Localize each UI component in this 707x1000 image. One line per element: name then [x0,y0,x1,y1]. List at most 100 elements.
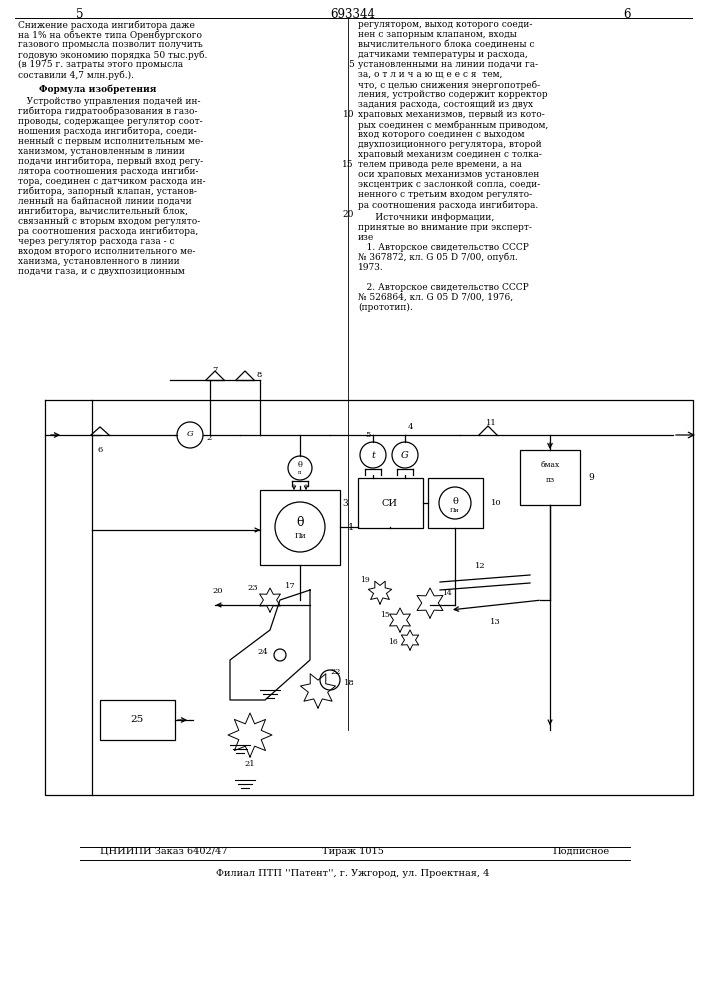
Text: оси храповых механизмов установлен: оси храповых механизмов установлен [358,170,539,179]
Text: 20: 20 [213,587,223,595]
Text: ношения расхода ингибитора, соеди-: ношения расхода ингибитора, соеди- [18,127,197,136]
Bar [100,700,175,740]
Text: ненный с первым исполнительным ме-: ненный с первым исполнительным ме- [18,137,203,146]
Text: 2: 2 [206,434,211,442]
Text: G: G [401,450,409,460]
Text: подачи ингибитора, первый вход регу-: подачи ингибитора, первый вход регу- [18,157,203,166]
Text: храповых механизмов, первый из кото-: храповых механизмов, первый из кото- [358,110,545,119]
Text: № 526864, кл. G 05 D 7/00, 1976,: № 526864, кл. G 05 D 7/00, 1976, [358,293,513,302]
Text: изе: изе [358,233,374,242]
Text: 1973.: 1973. [358,263,384,272]
Text: ра соотношения расхода ингибитора,: ра соотношения расхода ингибитора, [18,227,198,236]
Text: вход которого соединен с выходом: вход которого соединен с выходом [358,130,525,139]
Text: G: G [187,430,194,438]
Text: θ: θ [452,497,458,506]
Text: 24: 24 [257,648,268,656]
Text: Формула изобретения: Формула изобретения [40,85,157,95]
Text: годовую экономию порядка 50 тыс.руб.: годовую экономию порядка 50 тыс.руб. [18,50,207,60]
Text: принятые во внимание при эксперт-: принятые во внимание при эксперт- [358,223,532,232]
Text: бмax: бмax [540,461,560,469]
Text: ления, устройство содержит корректор: ления, устройство содержит корректор [358,90,548,99]
Text: 16: 16 [388,638,398,646]
Text: 15: 15 [380,611,390,619]
Text: 6: 6 [624,8,631,21]
Text: Филиал ПТП ''Патент'', г. Ужгород, ул. Проектная, 4: Филиал ПТП ''Патент'', г. Ужгород, ул. П… [216,869,490,879]
Text: 5: 5 [76,8,83,21]
Text: 1. Авторское свидетельство СССР: 1. Авторское свидетельство СССР [358,243,529,252]
Text: п: п [298,471,302,476]
Text: входом второго исполнительного ме-: входом второго исполнительного ме- [18,247,195,256]
Text: телем привода реле времени, а на: телем привода реле времени, а на [358,160,522,169]
Text: 25: 25 [130,716,144,724]
Text: ЦНИИПИ Заказ 6402/47: ЦНИИПИ Заказ 6402/47 [100,846,228,856]
Text: эксцентрик с заслонкой сопла, соеди-: эксцентрик с заслонкой сопла, соеди- [358,180,540,189]
Text: 9: 9 [588,473,594,482]
Text: ханизма, установленного в линии: ханизма, установленного в линии [18,257,180,266]
Text: (прототип).: (прототип). [358,303,413,312]
Text: ханизмом, установленным в линии: ханизмом, установленным в линии [18,147,185,156]
Text: 7: 7 [212,366,218,374]
Bar [358,478,423,528]
Text: 13: 13 [490,618,501,626]
Text: ленный на байпасной линии подачи: ленный на байпасной линии подачи [18,197,192,206]
Text: Устройство управления подачей ин-: Устройство управления подачей ин- [18,97,201,106]
Text: θ: θ [298,461,303,469]
Text: θ: θ [296,516,304,530]
Text: СИ: СИ [382,498,398,508]
Text: ненного с третьим входом регулято-: ненного с третьим входом регулято- [358,190,532,199]
Text: датчиками температуры и расхода,: датчиками температуры и расхода, [358,50,527,59]
Text: составили 4,7 млн.руб.).: составили 4,7 млн.руб.). [18,70,134,80]
Text: 14: 14 [442,589,452,597]
Text: 3: 3 [342,498,348,508]
Text: № 367872, кл. G 05 D 7/00, опубл.: № 367872, кл. G 05 D 7/00, опубл. [358,253,518,262]
Text: гибитора, запорный клапан, установ-: гибитора, запорный клапан, установ- [18,187,197,196]
Text: Источники информации,: Источники информации, [358,213,494,222]
Text: 5: 5 [348,60,354,69]
Text: 5: 5 [366,431,370,439]
Text: 11: 11 [486,419,496,427]
Text: связанный с вторым входом регулято-: связанный с вторым входом регулято- [18,217,200,226]
Bar [520,450,580,505]
Text: 21: 21 [245,760,255,768]
Text: Пи: Пи [294,532,306,540]
Text: ингибитора, вычислительный блок,: ингибитора, вычислительный блок, [18,207,188,217]
Text: что, с целью снижения энергопотреб-: что, с целью снижения энергопотреб- [358,80,540,90]
Text: 6: 6 [98,446,103,454]
Text: за, о т л и ч а ю щ е е с я  тем,: за, о т л и ч а ю щ е е с я тем, [358,70,503,79]
Text: 19: 19 [361,576,370,584]
Text: 15: 15 [342,160,354,169]
Text: задания расхода, состоящий из двух: задания расхода, состоящий из двух [358,100,533,109]
Text: t: t [371,450,375,460]
Text: регулятором, выход которого соеди-: регулятором, выход которого соеди- [358,20,532,29]
Text: 23: 23 [247,584,258,592]
Text: на 1% на объекте типа Оренбургского: на 1% на объекте типа Оренбургского [18,30,202,39]
Text: 8: 8 [257,371,262,379]
Text: газового промысла позволит получить: газового промысла позволит получить [18,40,203,49]
Text: 18: 18 [344,679,355,687]
Text: ра соотношения расхода ингибитора.: ра соотношения расхода ингибитора. [358,200,538,210]
Text: нен с запорным клапаном, входы: нен с запорным клапаном, входы [358,30,517,39]
Text: Подписное: Подписное [553,846,610,856]
Text: вычислительного блока соединены с: вычислительного блока соединены с [358,40,534,49]
Text: (в 1975 г. затраты этого промысла: (в 1975 г. затраты этого промысла [18,60,183,69]
Text: рых соединен с мембранным приводом,: рых соединен с мембранным приводом, [358,120,548,129]
Text: 693344: 693344 [330,8,375,21]
Bar [428,478,483,528]
Text: двухпозиционного регулятора, второй: двухпозиционного регулятора, второй [358,140,542,149]
Text: 2. Авторское свидетельство СССР: 2. Авторское свидетельство СССР [358,283,529,292]
Text: 12: 12 [474,562,485,570]
Text: тора, соединен с датчиком расхода ин-: тора, соединен с датчиком расхода ин- [18,177,206,186]
Text: 10: 10 [342,110,354,119]
Text: 10: 10 [491,499,502,507]
Text: Пи: Пи [450,508,460,512]
Text: 1: 1 [348,522,354,532]
Text: 22: 22 [330,668,341,676]
Text: установленными на линии подачи га-: установленными на линии подачи га- [358,60,538,69]
Bar [260,490,340,565]
Text: 4: 4 [408,423,414,431]
Text: гибитора гидратообразования в газо-: гибитора гидратообразования в газо- [18,107,197,116]
Text: храповый механизм соединен с толка-: храповый механизм соединен с толка- [358,150,542,159]
Text: Тираж 1015: Тираж 1015 [322,846,384,856]
Text: 17: 17 [285,582,296,590]
Text: Снижение расхода ингибитора даже: Снижение расхода ингибитора даже [18,20,195,29]
